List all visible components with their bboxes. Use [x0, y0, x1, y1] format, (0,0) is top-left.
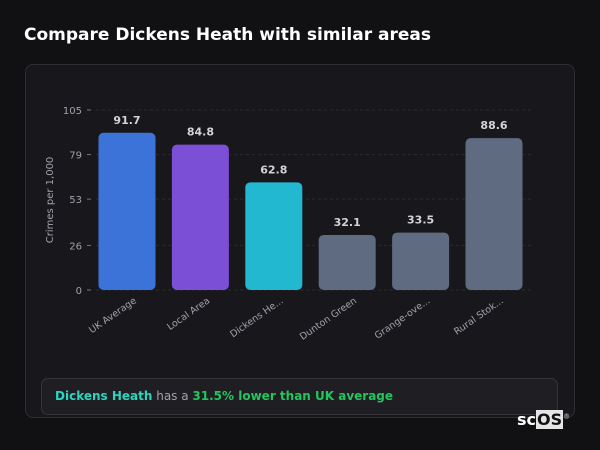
x-tick-label: UK Average [87, 295, 139, 336]
bar-value-label: 84.8 [187, 126, 214, 139]
scos-logo: scOS® [517, 410, 571, 429]
x-tick-label: Dickens He... [228, 295, 285, 340]
summary-text: has a [152, 389, 193, 403]
bar [98, 132, 156, 290]
y-tick-label: 53 [69, 195, 82, 206]
bar [318, 234, 376, 290]
area-name: Dickens Heath [55, 389, 153, 403]
bar-value-label: 88.6 [480, 119, 507, 132]
x-tick-label: Grange-ove... [373, 295, 433, 341]
bar-value-label: 62.8 [260, 163, 287, 176]
y-tick-label: 26 [69, 241, 82, 252]
bar [171, 144, 229, 290]
comparison-text: 31.5% lower than UK average [192, 389, 394, 403]
bar [392, 232, 450, 290]
summary-box: Dickens Heath has a 31.5% lower than UK … [41, 378, 558, 415]
bar [465, 138, 523, 290]
page-title: Compare Dickens Heath with similar areas [24, 25, 431, 45]
bar-value-label: 32.1 [334, 216, 361, 229]
bar [245, 182, 303, 290]
y-axis-label: Crimes per 1,000 [45, 157, 56, 244]
y-tick-label: 105 [63, 106, 82, 117]
y-tick-label: 0 [76, 286, 82, 297]
bar-value-label: 91.7 [113, 114, 140, 127]
x-tick-label: Dunton Green [298, 295, 359, 342]
x-tick-label: Local Area [165, 295, 212, 332]
x-tick-label: Rural Stok... [452, 295, 506, 337]
y-tick-label: 79 [69, 151, 82, 162]
bar-value-label: 33.5 [407, 214, 434, 227]
